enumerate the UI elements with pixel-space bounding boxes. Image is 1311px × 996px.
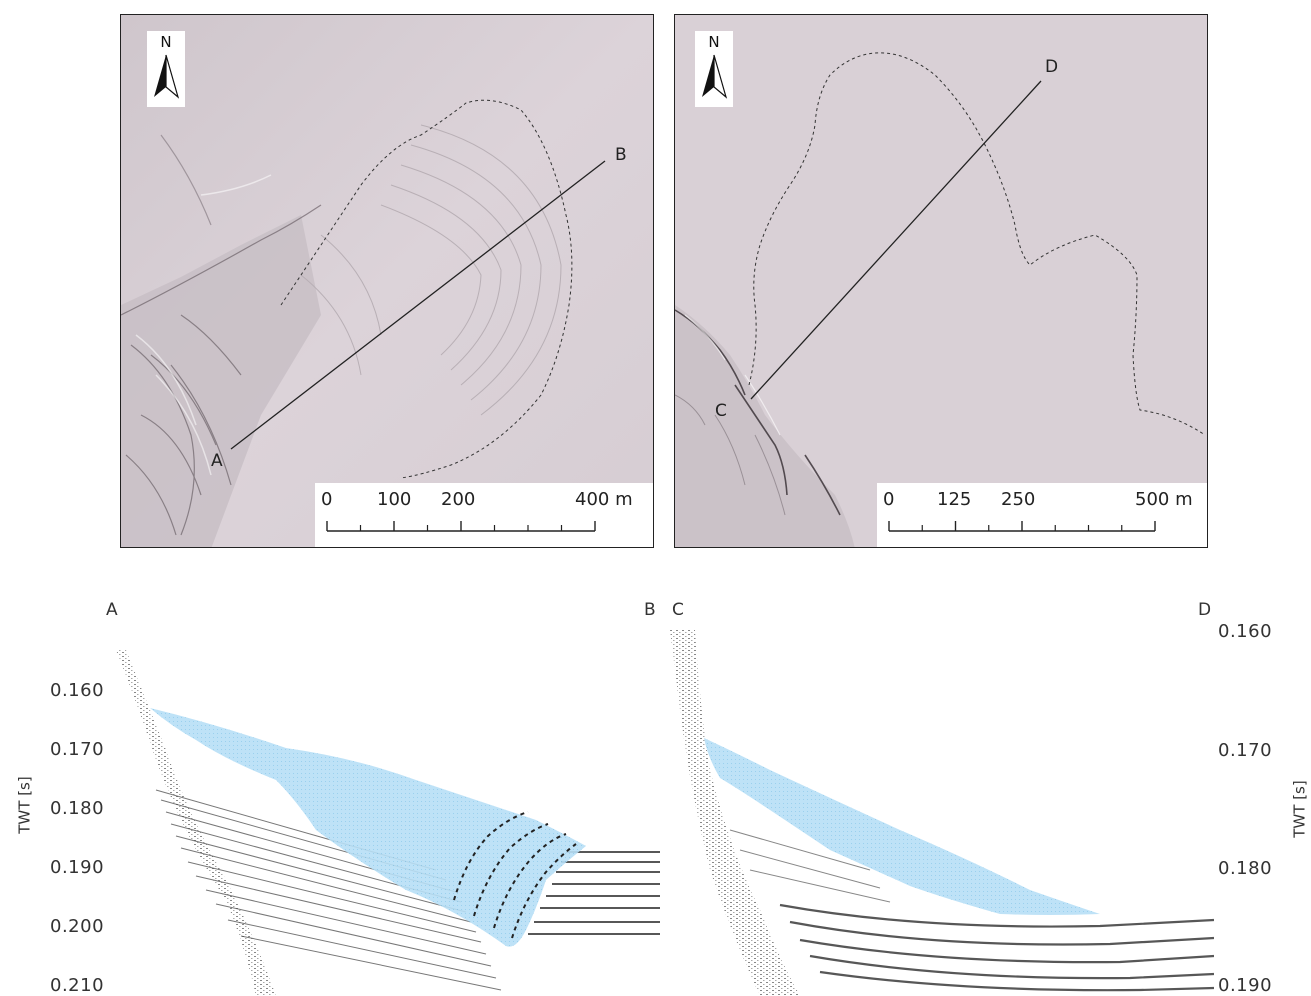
y-tick-label: 0.180 bbox=[50, 798, 105, 819]
shaded-relief-right bbox=[675, 15, 1207, 547]
seismic-profile-cd bbox=[670, 630, 1214, 996]
north-label: N bbox=[160, 33, 172, 51]
y-axis-title-left: TWT [s] bbox=[15, 776, 34, 834]
scale-label-200: 200 bbox=[441, 489, 476, 510]
point-label-b: B bbox=[615, 145, 627, 165]
north-arrow-right: N bbox=[695, 31, 733, 107]
north-arrow-icon bbox=[702, 54, 728, 99]
point-label-c: C bbox=[715, 401, 727, 421]
profile-label-a: A bbox=[106, 600, 118, 620]
point-label-a: A bbox=[211, 451, 223, 471]
seismic-profile-ab bbox=[116, 650, 660, 996]
profile-label-b: B bbox=[644, 600, 656, 620]
y-axis-title-right: TWT [s] bbox=[1290, 780, 1309, 838]
scale-label-250: 250 bbox=[1001, 489, 1036, 510]
slide-body-ab bbox=[150, 708, 586, 947]
map-panel-right: N C D 0 125 250 500 m bbox=[674, 14, 1208, 548]
y-tick-label: 0.170 bbox=[50, 739, 105, 760]
profile-label-c: C bbox=[672, 600, 684, 620]
scale-bar-ruler bbox=[888, 521, 1156, 532]
y-tick-label: 0.160 bbox=[50, 680, 105, 701]
scale-bar-left: 0 100 200 400 m bbox=[315, 483, 653, 547]
north-arrow-icon bbox=[154, 54, 180, 99]
point-label-d: D bbox=[1045, 57, 1059, 77]
scale-label-500m: 500 m bbox=[1135, 489, 1193, 510]
profile-line-ab bbox=[230, 160, 606, 450]
scale-bar-right: 0 125 250 500 m bbox=[877, 483, 1207, 547]
scale-bar-ruler bbox=[326, 521, 596, 532]
scale-label-100: 100 bbox=[377, 489, 412, 510]
scale-label-125: 125 bbox=[937, 489, 972, 510]
scale-label-0: 0 bbox=[883, 489, 895, 510]
y-tick-label: 0.210 bbox=[50, 975, 105, 996]
profile-label-d: D bbox=[1198, 600, 1212, 620]
shaded-relief-left bbox=[121, 15, 653, 547]
north-arrow-left: N bbox=[147, 31, 185, 107]
north-label: N bbox=[708, 33, 720, 51]
y-tick-label: 0.190 bbox=[50, 857, 105, 878]
map-panel-left: N A B 0 100 200 400 m bbox=[120, 14, 654, 548]
y-tick-label: 0.170 bbox=[1218, 740, 1273, 761]
scale-label-400m: 400 m bbox=[575, 489, 633, 510]
y-tick-label: 0.200 bbox=[50, 916, 105, 937]
y-tick-label: 0.160 bbox=[1218, 621, 1273, 642]
y-tick-label: 0.180 bbox=[1218, 858, 1273, 879]
profile-line-cd bbox=[750, 80, 1042, 400]
y-tick-label: 0.190 bbox=[1218, 975, 1273, 996]
scale-label-0: 0 bbox=[321, 489, 333, 510]
slide-body-cd bbox=[704, 738, 1100, 915]
